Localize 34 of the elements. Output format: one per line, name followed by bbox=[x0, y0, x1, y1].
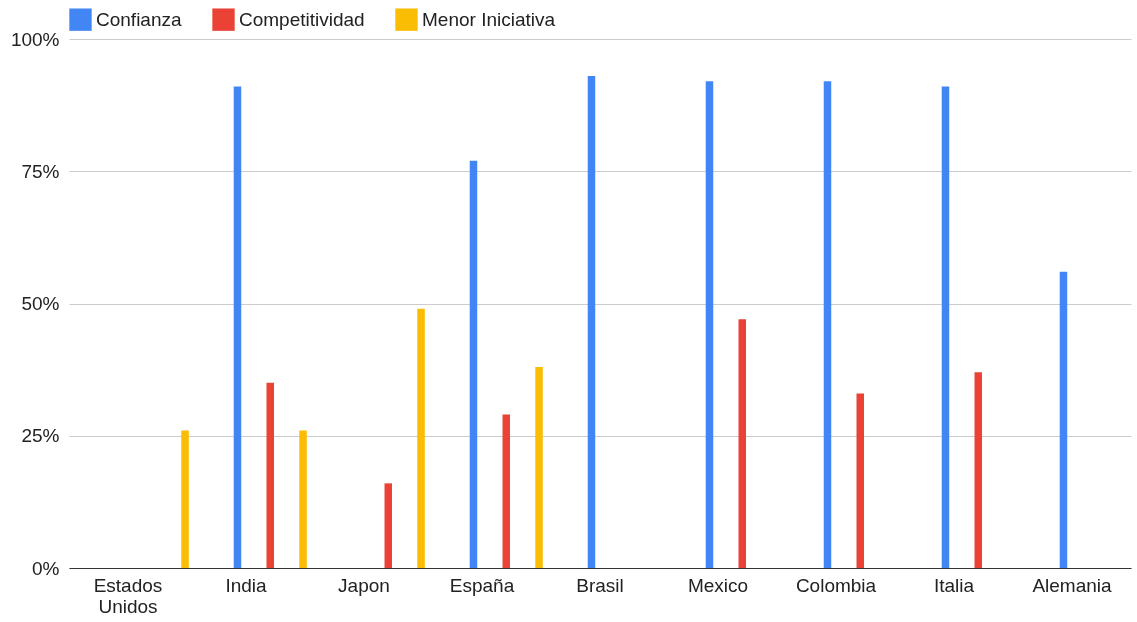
bar bbox=[535, 366, 543, 568]
legend-label: Competitividad bbox=[239, 8, 365, 30]
bar bbox=[587, 76, 596, 568]
bar bbox=[417, 308, 425, 568]
bar bbox=[233, 86, 242, 568]
bar bbox=[856, 393, 865, 568]
bar bbox=[705, 81, 714, 568]
bar bbox=[941, 86, 950, 568]
bar bbox=[823, 81, 832, 568]
bar bbox=[469, 160, 478, 568]
x-tick-label: Alemania bbox=[1032, 574, 1113, 596]
legend-label: Confianza bbox=[96, 8, 182, 30]
x-tick-label: Japon bbox=[338, 574, 390, 596]
legend-label: Menor Iniciativa bbox=[422, 8, 556, 30]
bar bbox=[384, 483, 393, 568]
y-tick-label: 50% bbox=[21, 293, 60, 314]
x-tick-label: Brasil bbox=[576, 574, 624, 596]
bar bbox=[974, 372, 983, 568]
bar bbox=[502, 414, 511, 568]
bar bbox=[738, 319, 747, 568]
bar bbox=[1059, 271, 1068, 568]
x-tick-label: Mexico bbox=[687, 574, 749, 596]
y-tick-label: 25% bbox=[21, 425, 60, 447]
x-tick-label: Italia bbox=[933, 574, 975, 596]
y-tick-label: 100% bbox=[10, 28, 60, 50]
x-tick-label: Estados Unidos bbox=[93, 574, 163, 617]
bar bbox=[299, 430, 307, 568]
x-tick-label: India bbox=[225, 574, 268, 596]
y-tick-label: 75% bbox=[21, 160, 60, 182]
y-tick-label: 0% bbox=[32, 557, 60, 579]
bar bbox=[181, 430, 189, 568]
bar bbox=[266, 382, 275, 568]
x-tick-label: España bbox=[449, 574, 515, 596]
x-tick-label: Colombia bbox=[795, 574, 877, 596]
